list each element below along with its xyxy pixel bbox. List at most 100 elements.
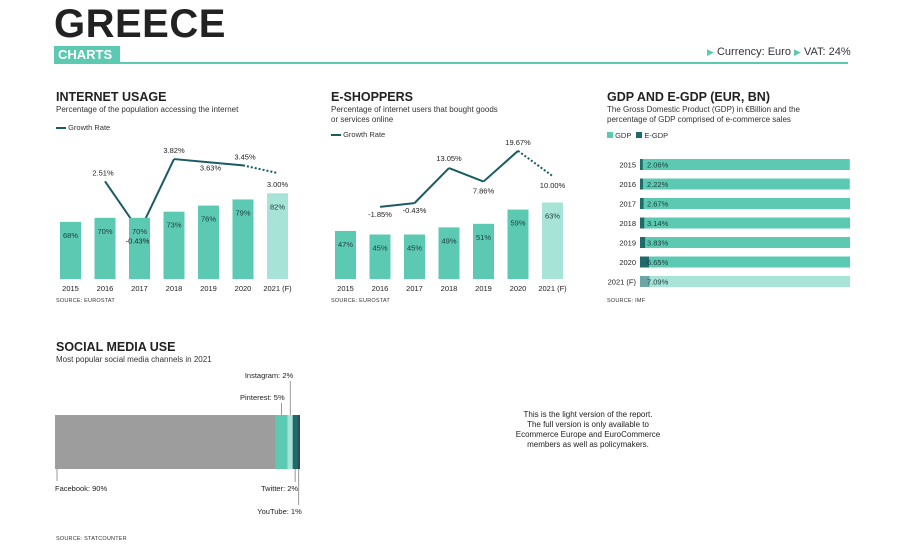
gdp-bar bbox=[640, 159, 850, 170]
triangle-icon: ▶ bbox=[707, 47, 714, 57]
internet-chart: 68% 2015 70% 2016 2.51% 70% 2017 -0.43% 73% 2018 3… bbox=[60, 146, 292, 293]
x-tick-label: 2021 (F) bbox=[263, 284, 292, 293]
growth-line-segment bbox=[413, 167, 450, 204]
bar-value-label: 59% bbox=[510, 219, 525, 228]
social-subtitle: Most popular social media channels in 20… bbox=[56, 355, 212, 364]
eshoppers-source: SOURCE: EUROSTAT bbox=[331, 298, 390, 304]
bar-value-label: 73% bbox=[166, 221, 181, 230]
eshoppers-subtitle-2: or services online bbox=[331, 115, 394, 124]
light-version-note: This is the light version of the report.… bbox=[500, 410, 676, 450]
y-tick-label: 2017 bbox=[619, 200, 636, 209]
x-tick-label: 2015 bbox=[62, 284, 79, 293]
x-tick-label: 2016 bbox=[97, 284, 114, 293]
currency-info: ▶ Currency: Euro ▶ VAT: 24% bbox=[707, 46, 851, 58]
y-tick-label: 2021 (F) bbox=[608, 278, 637, 287]
egdp-value-label: 6.65% bbox=[647, 258, 669, 267]
y-tick-label: 2020 bbox=[619, 258, 636, 267]
x-tick-label: 2017 bbox=[406, 284, 423, 293]
eshoppers-subtitle-1: Percentage of internet users that bought… bbox=[331, 105, 498, 114]
bar bbox=[335, 230, 356, 279]
eshoppers-legend: Growth Rate bbox=[331, 130, 385, 139]
egdp-bar bbox=[640, 217, 645, 229]
growth-value-label: -0.43% bbox=[126, 236, 150, 245]
segment-youtube bbox=[297, 415, 300, 469]
bar-value-label: 51% bbox=[476, 233, 491, 242]
internet-subtitle: Percentage of the population accessing t… bbox=[56, 105, 239, 114]
social-source: SOURCE: STATCOUNTER bbox=[56, 536, 127, 542]
bar bbox=[60, 221, 81, 279]
x-tick-label: 2020 bbox=[510, 284, 527, 293]
bar bbox=[542, 202, 563, 279]
segment-pinterest bbox=[275, 415, 288, 469]
segment-label: Facebook: 90% bbox=[55, 484, 107, 493]
segment-facebook bbox=[55, 415, 276, 469]
egdp-value-label: 7.09% bbox=[647, 278, 669, 287]
x-tick-label: 2017 bbox=[131, 284, 148, 293]
gdp-legend: GDP E-GDP bbox=[607, 131, 668, 140]
egdp-value-label: 2.22% bbox=[647, 180, 669, 189]
internet-legend-label: Growth Rate bbox=[68, 123, 111, 132]
segment-label: YouTube: 1% bbox=[257, 507, 302, 516]
gdp-chart: 20152.06%€18420162.22%€18420172.67%€1872… bbox=[608, 159, 850, 287]
bar-value-label: 63% bbox=[545, 211, 560, 220]
page-title: GREECE bbox=[54, 2, 226, 46]
growth-line-forecast-segment bbox=[242, 164, 278, 174]
segment-label: Twitter: 2% bbox=[261, 484, 298, 493]
bar-value-label: 79% bbox=[235, 208, 250, 217]
growth-line-segment bbox=[208, 161, 244, 167]
growth-line-forecast-segment bbox=[517, 150, 554, 177]
bar bbox=[267, 193, 288, 279]
growth-value-label: 7.86% bbox=[473, 187, 495, 196]
header-rule bbox=[54, 62, 848, 64]
gdp-legend-egdp: E-GDP bbox=[644, 131, 669, 140]
gdp-bar bbox=[640, 276, 850, 287]
growth-line-segment bbox=[448, 167, 484, 183]
bar-value-label: 68% bbox=[63, 231, 78, 240]
gdp-bar bbox=[640, 217, 850, 229]
y-tick-label: 2018 bbox=[619, 219, 636, 228]
legend-swatch-gdp bbox=[607, 132, 613, 138]
growth-line-segment bbox=[482, 150, 519, 183]
gdp-legend-gdp: GDP bbox=[615, 131, 632, 140]
bar-value-label: 70% bbox=[97, 227, 112, 236]
eshoppers-chart: 47% 2015 45% 2016 -1.85% 45% 2017 -0.43% 49% 2018… bbox=[335, 138, 567, 293]
social-title: SOCIAL MEDIA USE bbox=[56, 340, 176, 354]
x-tick-label: 2019 bbox=[475, 284, 492, 293]
x-tick-label: 2019 bbox=[200, 284, 217, 293]
y-tick-label: 2016 bbox=[619, 180, 636, 189]
egdp-value-label: 3.83% bbox=[647, 239, 669, 248]
growth-value-label: 19.67% bbox=[505, 138, 531, 147]
bar-value-label: 70% bbox=[132, 227, 147, 236]
legend-swatch-egdp bbox=[636, 132, 643, 138]
note-line-3: Ecommerce Europe and EuroCommerce bbox=[515, 430, 661, 439]
egdp-value-label: 3.14% bbox=[647, 219, 669, 228]
bar-value-label: 76% bbox=[201, 215, 216, 224]
currency-label: Currency: Euro bbox=[716, 46, 791, 58]
x-tick-label: 2020 bbox=[235, 284, 252, 293]
gdp-source: SOURCE: IMF bbox=[607, 298, 646, 304]
y-tick-label: 2019 bbox=[619, 239, 636, 248]
segment-instagram bbox=[287, 415, 293, 469]
bar-value-label: 49% bbox=[441, 236, 456, 245]
bar bbox=[473, 223, 494, 279]
growth-value-label: 3.45% bbox=[234, 152, 256, 161]
bar bbox=[94, 217, 116, 279]
growth-line-segment bbox=[173, 158, 209, 164]
segment-label: Instagram: 2% bbox=[245, 371, 294, 380]
bar bbox=[232, 199, 254, 279]
bar bbox=[163, 211, 185, 279]
bar-value-label: 45% bbox=[407, 244, 422, 253]
legend-line-icon bbox=[56, 127, 66, 130]
egdp-bar bbox=[640, 237, 646, 248]
gdp-bar bbox=[640, 237, 850, 248]
growth-value-label: -1.85% bbox=[368, 210, 392, 219]
bar-value-label: 82% bbox=[270, 202, 285, 211]
bar bbox=[369, 234, 391, 279]
egdp-bar bbox=[640, 276, 650, 287]
bar-value-label: 47% bbox=[338, 240, 353, 249]
gdp-subtitle-2: percentage of GDP comprised of e-commerc… bbox=[607, 115, 791, 124]
x-tick-label: 2018 bbox=[166, 284, 183, 293]
bar-value-label: 45% bbox=[372, 244, 387, 253]
bar bbox=[129, 217, 150, 279]
eshoppers-legend-label: Growth Rate bbox=[343, 130, 386, 139]
